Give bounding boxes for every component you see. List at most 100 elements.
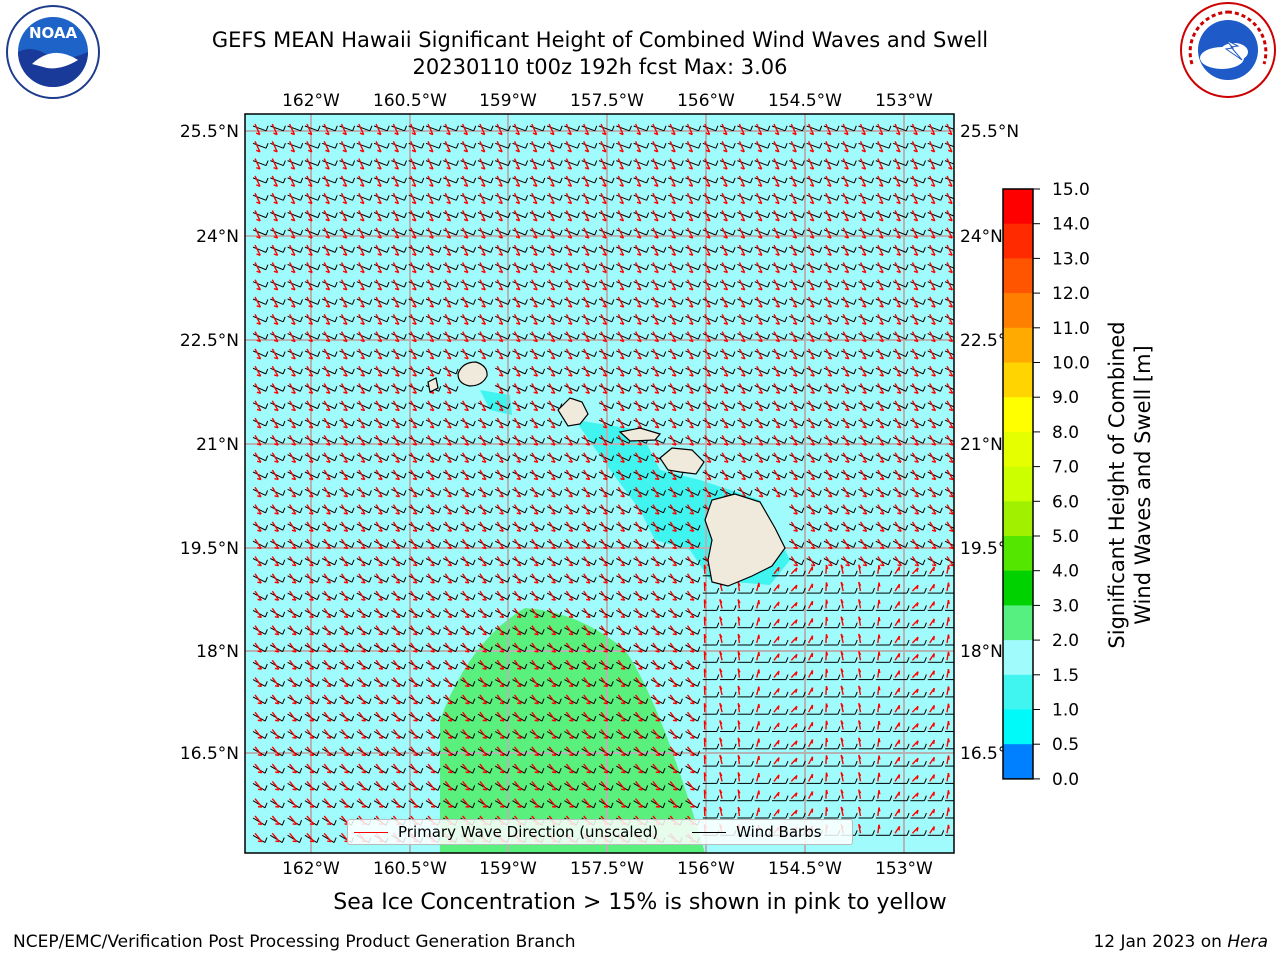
wind-barb <box>339 454 353 462</box>
wind-barb <box>771 315 786 323</box>
wind-barb-flag <box>559 524 563 531</box>
wind-barb <box>512 194 526 201</box>
wind-barb-flag <box>853 455 857 461</box>
wind-barb-flag <box>611 229 615 236</box>
wind-barb-flag <box>870 524 874 531</box>
wind-barb-flag <box>941 639 945 646</box>
wind-barb <box>425 125 440 132</box>
wind-barb-flag <box>871 143 875 149</box>
wind-barb <box>494 506 508 514</box>
wind-barb <box>598 454 612 462</box>
wind-barb-flag <box>611 490 615 496</box>
wind-barb <box>287 229 301 236</box>
wind-barb-flag <box>853 386 857 392</box>
wind-barb <box>564 471 578 479</box>
wind-barb-flag <box>472 490 476 496</box>
wind-barb-flag <box>334 594 338 600</box>
wind-barb-flag <box>507 281 511 288</box>
wind-barb-flag <box>922 386 926 392</box>
wind-barb-flag <box>352 177 356 184</box>
wind-barb <box>875 402 889 410</box>
wind-barb-flag <box>818 420 822 427</box>
wind-barb-flag <box>941 674 945 680</box>
wind-barb-flag <box>577 177 580 184</box>
wind-barb-flag <box>420 559 424 566</box>
wind-barb-flag <box>611 455 615 461</box>
wind-barb <box>252 263 267 271</box>
wave-arrow-head <box>308 460 314 463</box>
wind-barb <box>598 419 612 427</box>
wind-barb-flag <box>888 403 892 409</box>
wind-barb-flag <box>576 524 580 531</box>
wind-barb <box>598 333 613 340</box>
wind-barb <box>840 402 855 410</box>
wind-barb <box>581 281 595 288</box>
wind-barb-flag <box>369 160 373 166</box>
wind-barb-flag <box>421 299 425 305</box>
wind-barb <box>633 454 647 462</box>
wind-barb-flag <box>317 490 320 496</box>
wind-barb <box>581 350 595 357</box>
wind-barb-flag <box>351 646 355 652</box>
wind-barb-flag <box>662 542 666 548</box>
wind-barb <box>391 402 405 410</box>
wind-barb-flag <box>386 264 390 270</box>
wind-barb <box>841 194 855 201</box>
wind-barb-flag <box>959 796 961 801</box>
wind-barb-flag <box>680 577 684 583</box>
wind-barb <box>823 263 838 271</box>
wind-barb <box>339 160 353 167</box>
wind-barb-flag <box>715 229 719 236</box>
wind-barb-flag <box>403 438 407 444</box>
wind-barb-flag <box>818 386 822 392</box>
wind-barb <box>841 177 855 184</box>
wind-barb-flag <box>403 455 407 461</box>
wind-barb-flag <box>299 420 303 427</box>
wind-barb <box>737 125 751 132</box>
wind-barb-flag <box>680 611 684 618</box>
wind-barb-flag <box>836 195 840 201</box>
wind-barb-flag <box>680 663 683 670</box>
wind-barb-flag <box>576 368 580 375</box>
wind-barb-flag <box>837 657 841 663</box>
wind-barb-flag <box>473 143 477 149</box>
wind-barb-flag <box>507 386 511 392</box>
wind-barb-flag <box>334 646 337 652</box>
wind-barb-flag <box>299 455 303 461</box>
wind-barb-flag <box>438 143 442 149</box>
wind-barb-flag <box>854 691 858 698</box>
wind-barb-flag <box>351 490 355 496</box>
wind-barb <box>927 177 941 184</box>
wind-barb-flag <box>698 247 701 253</box>
wind-barb <box>806 246 820 253</box>
wind-barb <box>546 315 561 323</box>
wind-barb-flag <box>645 681 649 687</box>
wind-barb <box>598 212 613 219</box>
wind-barb-flag <box>385 629 389 635</box>
wind-barb-flag <box>802 570 806 576</box>
wind-barb-flag <box>455 472 459 479</box>
wind-barb <box>546 229 561 236</box>
wind-barb-flag <box>282 577 286 583</box>
wind-barb-flag <box>317 160 321 166</box>
wind-barb <box>927 367 941 375</box>
wind-barb-flag <box>784 212 788 218</box>
wind-barb-flag <box>645 698 649 704</box>
wind-barb-flag <box>646 316 649 322</box>
wind-barb <box>702 315 716 323</box>
wind-barb <box>910 194 924 201</box>
wind-barb-flag <box>663 281 667 288</box>
wind-barb-flag <box>472 333 476 340</box>
wind-barb <box>789 315 803 323</box>
wind-barb <box>771 229 786 236</box>
wind-barb <box>650 142 665 149</box>
wind-barb-flag <box>559 281 563 288</box>
wind-barb-flag <box>836 125 840 132</box>
wind-barb <box>841 281 855 288</box>
wind-barb-flag <box>421 316 425 322</box>
wind-barb-flag <box>558 698 562 704</box>
wind-barb-flag <box>922 212 926 218</box>
wind-barb-flag <box>820 639 824 646</box>
wind-barb-flag <box>507 681 510 687</box>
wind-barb-flag <box>524 403 528 409</box>
